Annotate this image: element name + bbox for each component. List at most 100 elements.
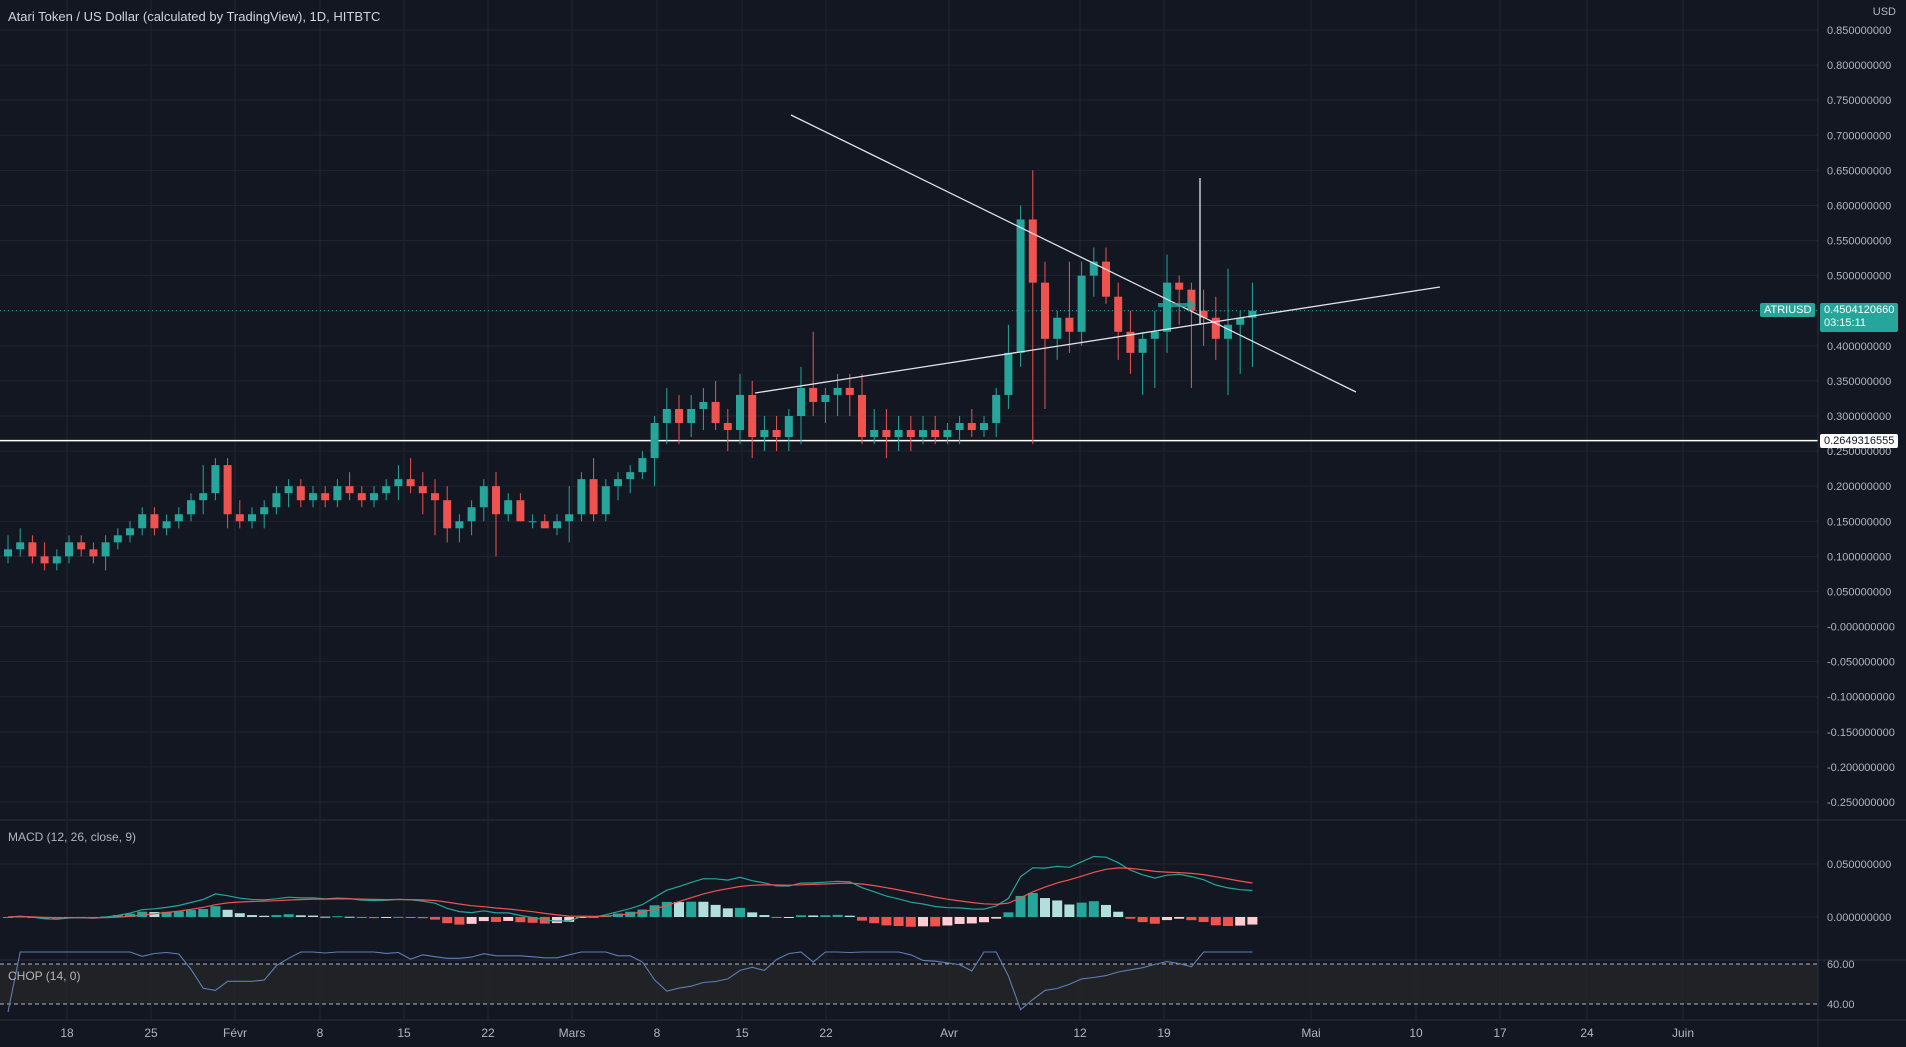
candle	[174, 507, 183, 529]
candle	[711, 380, 720, 431]
macd-histogram-bar	[405, 917, 416, 918]
y-tick-label: 0.050000000	[1827, 586, 1891, 598]
candle	[89, 542, 98, 564]
candle	[1089, 247, 1098, 297]
y-tick-label: -0.200000000	[1827, 762, 1895, 774]
candle	[675, 394, 683, 445]
candle-body	[662, 408, 671, 424]
candle-body	[845, 387, 854, 395]
y-tick-label: 0.100000000	[1827, 551, 1891, 563]
candle-body	[1150, 331, 1159, 339]
macd-histogram-bar	[198, 909, 209, 917]
y-tick-label: 0.600000000	[1827, 200, 1891, 212]
chop-line	[7, 951, 1253, 1013]
candle	[248, 507, 256, 529]
candle-body	[492, 486, 500, 515]
candle	[345, 472, 354, 501]
candle-body	[980, 423, 988, 431]
x-tick-label: 18	[60, 1026, 74, 1040]
macd-histogram-bar	[161, 911, 172, 917]
candle-body	[906, 430, 915, 438]
candle-body	[540, 521, 549, 529]
candle-body	[455, 521, 464, 529]
candle-body	[699, 401, 708, 409]
symbol-badge: ATRIUSD	[1760, 303, 1816, 317]
candle	[223, 458, 232, 529]
candle	[833, 373, 842, 416]
y-tick-label: 0.550000000	[1827, 236, 1891, 248]
candle-body	[1016, 219, 1025, 353]
candle-body	[357, 493, 366, 501]
candle	[138, 507, 147, 536]
candle-body	[77, 542, 86, 550]
macd-histogram-bar	[808, 915, 819, 917]
macd-histogram-bar	[893, 917, 904, 926]
macd-histogram-bar	[991, 917, 1002, 919]
candle-body	[479, 486, 488, 508]
macd-histogram-bar	[783, 917, 794, 918]
candle	[589, 458, 598, 522]
macd-label[interactable]: MACD (12, 26, close, 9)	[8, 830, 137, 844]
candle	[77, 535, 86, 557]
candle-body	[1077, 275, 1086, 332]
macd-histogram-bar	[173, 911, 184, 917]
candle-body	[943, 430, 952, 438]
candle-body	[784, 416, 793, 438]
chop-label[interactable]: CHOP (14, 0)	[8, 969, 81, 983]
candle	[797, 366, 805, 445]
candle	[113, 528, 122, 550]
candle-body	[199, 493, 208, 501]
macd-histogram-bar	[869, 917, 880, 924]
candle-body	[723, 423, 732, 431]
macd-histogram-bar	[930, 917, 941, 927]
y-tick-label: -0.000000000	[1827, 622, 1895, 634]
candle	[845, 373, 854, 416]
macd-histogram-bar	[722, 908, 733, 917]
candle-body	[443, 500, 452, 529]
candle	[467, 500, 476, 536]
candle-body	[1248, 310, 1257, 318]
candle	[919, 416, 927, 445]
candle-body	[650, 423, 659, 459]
candle	[309, 486, 317, 508]
macd-histogram-bar	[112, 915, 123, 917]
candle	[955, 416, 964, 445]
macd-histogram-bar	[271, 915, 282, 917]
x-tick-label: 22	[819, 1026, 833, 1040]
candle-body	[797, 387, 805, 416]
macd-histogram-bar	[1088, 901, 1099, 917]
candle-body	[516, 500, 525, 522]
macd-histogram-bar	[515, 917, 526, 923]
candle	[1236, 310, 1245, 374]
candle-body	[1138, 338, 1147, 353]
candle-body	[638, 458, 647, 473]
macd-histogram-bar	[832, 914, 843, 917]
candle-body	[1102, 261, 1110, 297]
chop-band-fill	[0, 964, 1818, 1004]
macd-histogram-bar	[1235, 917, 1246, 926]
candle	[126, 521, 134, 543]
y-tick-label: 0.200000000	[1827, 481, 1891, 493]
macd-histogram-bar	[503, 917, 514, 921]
candle	[1211, 296, 1220, 360]
macd-histogram-bar	[332, 916, 343, 918]
candle	[1187, 282, 1196, 388]
macd-histogram-bar	[698, 901, 709, 917]
macd-histogram-bar	[1101, 904, 1111, 917]
candle-body	[65, 542, 73, 557]
candle	[748, 380, 757, 459]
projection-arrow	[1158, 298, 1196, 312]
candle	[16, 528, 25, 557]
candle-body	[126, 528, 134, 536]
candle-body	[589, 479, 598, 515]
macd-histogram-bar	[881, 917, 892, 926]
x-tick-label: 8	[654, 1026, 661, 1040]
candle-body	[113, 535, 122, 543]
macd-histogram-bar	[1137, 917, 1148, 923]
candle-body	[565, 514, 574, 522]
candle-body	[528, 521, 537, 523]
macd-histogram-bar	[186, 910, 196, 917]
candle	[699, 387, 708, 431]
macd-histogram-bar	[454, 917, 465, 925]
